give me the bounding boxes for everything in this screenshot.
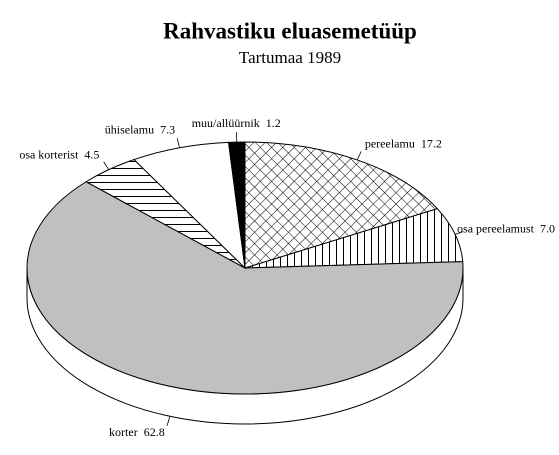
leader-line xyxy=(103,161,110,170)
slice-name: pereelamu xyxy=(365,136,415,150)
slice-name: korter xyxy=(109,425,138,439)
slice-value: 62.8 xyxy=(144,425,165,439)
slice-name: muu/allüürnik xyxy=(192,116,260,130)
leader-line xyxy=(454,231,463,235)
pie-slice xyxy=(26,181,464,395)
slice-name: ühiselamu xyxy=(105,122,154,136)
slice-value: 7.0 xyxy=(540,221,555,235)
leader-line xyxy=(176,138,180,148)
slice-value: 1.2 xyxy=(266,116,281,130)
pie-slice xyxy=(228,141,246,269)
chart-title: Rahvastiku eluasemetüüp xyxy=(163,18,417,43)
leader-line xyxy=(356,151,362,161)
slice-name: osa korterist xyxy=(19,147,79,161)
leader-line xyxy=(166,416,171,426)
slice-label: osa pereelamust 7.0 xyxy=(457,221,555,235)
chart-subtitle: Tartumaa 1989 xyxy=(239,48,341,67)
pie-slice xyxy=(244,141,439,269)
slice-value: 4.5 xyxy=(84,147,99,161)
slice-label: korter 62.8 xyxy=(109,425,165,439)
pie-slice xyxy=(133,141,246,270)
slice-label: osa korterist 4.5 xyxy=(19,147,99,161)
slice-label: muu/allüürnik 1.2 xyxy=(192,116,281,130)
slice-value: 17.2 xyxy=(421,136,442,150)
slice-label: pereelamu 17.2 xyxy=(365,136,442,150)
slice-label: ühiselamu 7.3 xyxy=(105,122,175,136)
slice-value: 7.3 xyxy=(160,122,175,136)
slice-name: osa pereelamust xyxy=(457,221,535,235)
